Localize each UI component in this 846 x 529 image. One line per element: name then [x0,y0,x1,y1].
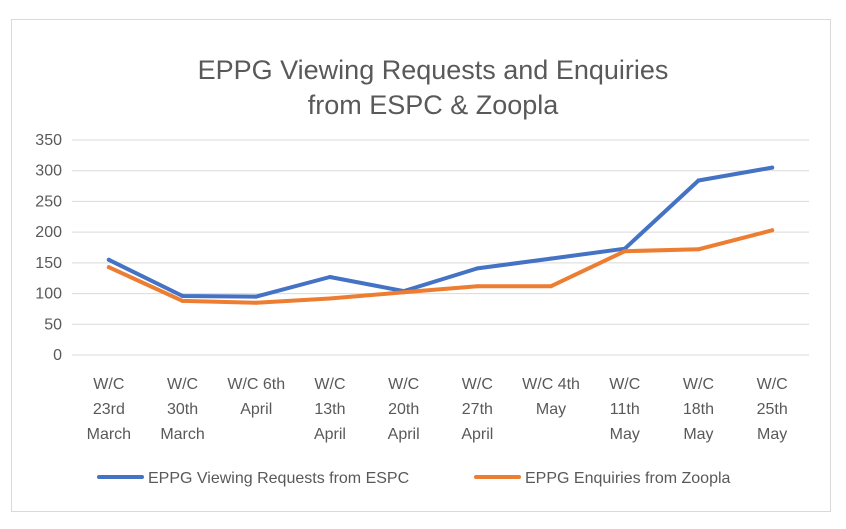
x-tick-label-line: W/C [167,376,198,393]
series-line-0 [106,165,775,299]
series-0-point [106,257,111,262]
x-tick-label-line: W/C 6th [227,376,285,393]
gridlines [72,139,809,356]
legend-item: EPPG Viewing Requests from ESPC [97,470,409,487]
x-tick-label-line: April [388,426,420,443]
x-tick-label-line: W/C [683,376,714,393]
x-tick-label: W/C 4th May [522,376,580,418]
chart-canvas: EPPG Viewing Requests and Enquiries from… [35,55,809,487]
y-tick-label: 350 [35,132,62,149]
x-tick-label: W/C 13th April [314,376,346,443]
series-0-point [549,256,554,261]
legend-label: EPPG Viewing Requests from ESPC [148,470,409,487]
series-1-point [180,298,185,303]
series-1-point [475,284,480,289]
series-0-point [254,294,259,299]
x-tick-label-line: W/C [462,376,493,393]
series-0-point [475,266,480,271]
series-1-point [401,290,406,295]
x-tick-label-line: W/C [388,376,419,393]
series-1-point [622,249,627,254]
x-tick-label-line: W/C [93,376,124,393]
y-tick-label: 200 [35,224,62,241]
x-tick-label-line: 30th [167,401,198,418]
x-tick-label-line: May [610,426,640,443]
x-tick-label-line: 11th [610,401,640,418]
x-tick-label: W/C 6th April [227,376,285,418]
y-tick-label: 250 [35,193,62,210]
x-tick-label: W/C 25th May [757,376,788,443]
x-tick-label-line: April [240,401,272,418]
series-1-point [327,296,332,301]
x-tick-label-line: 25th [757,401,788,418]
chart-title-line-1: EPPG Viewing Requests and Enquiries [198,55,669,85]
series-0-point [696,178,701,183]
legend-label: EPPG Enquiries from Zoopla [525,470,731,487]
y-tick-label: 50 [44,316,62,333]
legend-item: EPPG Enquiries from Zoopla [474,470,731,487]
series-1-point [106,265,111,270]
x-tick-label-line: April [314,426,346,443]
x-tick-label-line: W/C [757,376,788,393]
series-line-1 [106,228,775,305]
y-tick-label: 150 [35,255,62,272]
series-0-point [327,274,332,279]
x-tick-label-line: May [683,426,713,443]
chart-title-line-2: from ESPC & Zoopla [308,90,560,120]
x-tick-label: W/C 18th May [683,376,714,443]
y-axis-tick-labels: 0 50 100 150 200 250 300 350 [35,132,62,364]
series-1-point [770,228,775,233]
x-tick-label-line: W/C [609,376,640,393]
x-tick-label-line: March [87,426,131,443]
chart-title: EPPG Viewing Requests and Enquiries from… [198,55,669,120]
y-tick-label: 300 [35,163,62,180]
y-tick-label: 0 [53,347,62,364]
x-tick-label: W/C 11th May [609,376,640,443]
x-tick-label-line: 20th [388,401,419,418]
series-1-point [696,247,701,252]
series-0-point [770,165,775,170]
x-tick-label-line: 27th [462,401,493,418]
x-tick-label-line: May [536,401,566,418]
x-tick-label-line: May [757,426,787,443]
x-tick-label: W/C 20th April [388,376,420,443]
x-tick-label-line: March [160,426,204,443]
legend: EPPG Viewing Requests from ESPC EPPG Enqu… [97,470,731,487]
x-tick-label-line: April [461,426,493,443]
x-axis-tick-labels: W/C 23rd March W/C 30th March W/C 6th April W/C 1… [87,376,788,443]
x-tick-label: W/C 27th April [461,376,493,443]
x-tick-label: W/C 23rd March [87,376,131,443]
x-tick-label-line: W/C [314,376,345,393]
series-1-point [549,284,554,289]
series-0-point [180,294,185,299]
x-tick-label-line: 23rd [93,401,125,418]
series-1-point [254,300,259,305]
x-tick-label-line: W/C 4th [522,376,580,393]
series-lines [106,165,775,305]
y-tick-label: 100 [35,286,62,303]
x-tick-label: W/C 30th March [160,376,204,443]
x-tick-label-line: 13th [314,401,345,418]
chart-frame: EPPG Viewing Requests and Enquiries from… [11,19,831,512]
x-tick-label-line: 18th [683,401,714,418]
